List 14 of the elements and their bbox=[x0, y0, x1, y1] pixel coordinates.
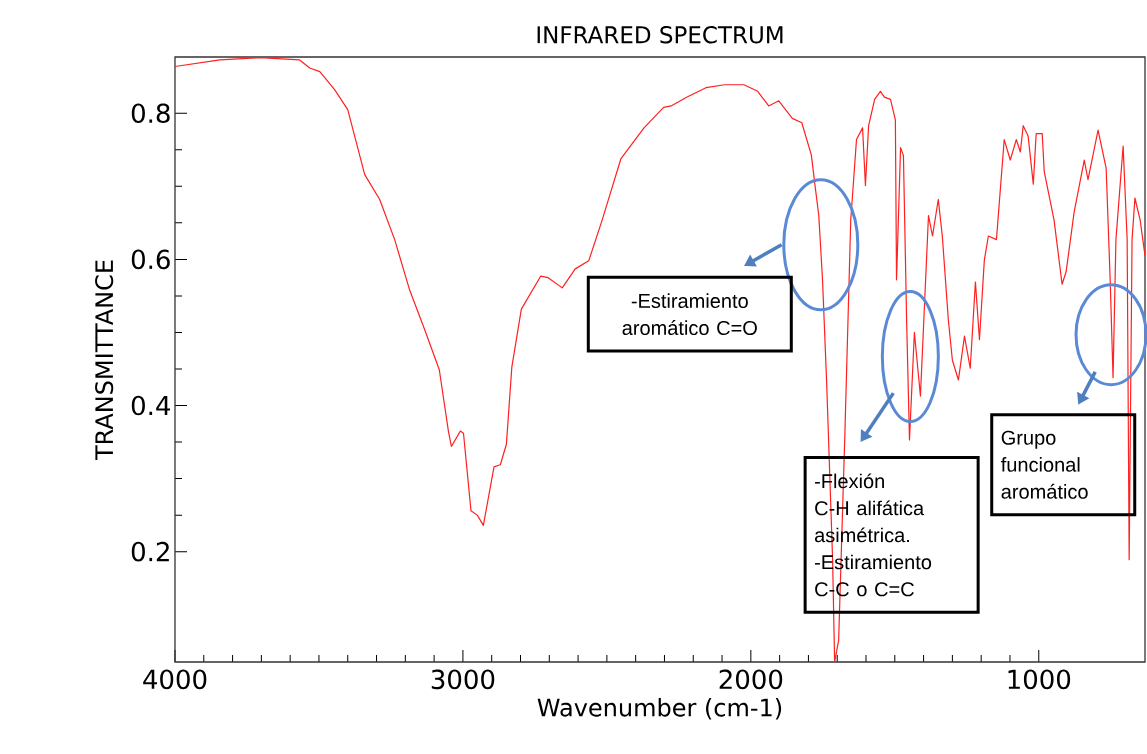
x-tick-label: 1000 bbox=[1008, 669, 1071, 690]
annotation: -Estiramiento aromático C=O bbox=[622, 293, 757, 336]
x-axis-title: Wavenumber (cm-1) bbox=[537, 698, 782, 720]
chart-title: INFRARED SPECTRUM bbox=[537, 26, 783, 44]
y-tick-label: 0.6 bbox=[131, 249, 170, 270]
y-tick-label: 0.8 bbox=[131, 103, 170, 124]
x-tick-label: 2000 bbox=[719, 669, 783, 690]
annotation: Grupo funcional aromático bbox=[1001, 430, 1088, 499]
y-tick-label: 0.2 bbox=[131, 541, 169, 562]
y-axis-title: TRANSMITTANCE bbox=[95, 260, 114, 461]
line-series bbox=[174, 57, 1146, 662]
x-tick-label: 3000 bbox=[431, 669, 495, 690]
x-tick-label: 4000 bbox=[143, 669, 207, 690]
y-tick-label: 0.4 bbox=[131, 395, 170, 416]
